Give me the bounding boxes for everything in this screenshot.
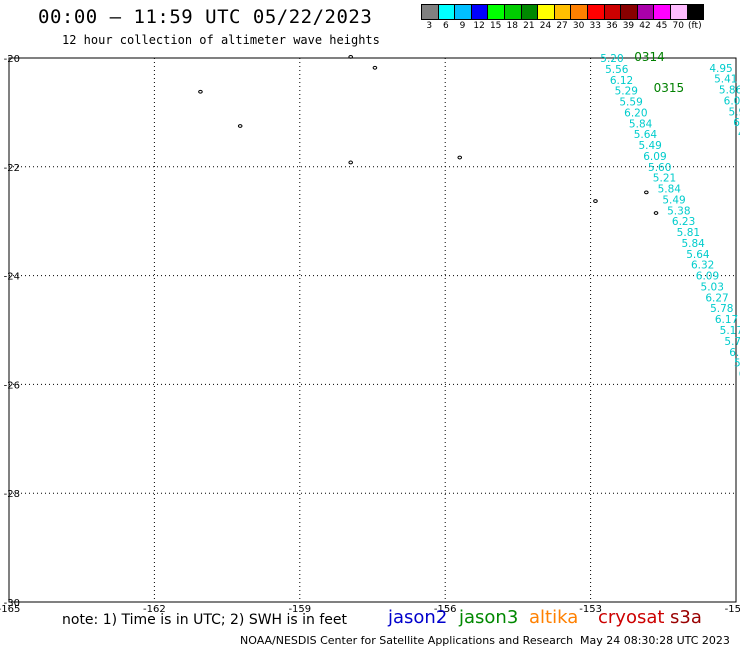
x-tick-label: -162	[143, 604, 166, 615]
legend-label: 42	[639, 21, 651, 31]
island-outline	[237, 124, 243, 128]
wave-height-value: 5.64	[686, 249, 710, 261]
wave-height-value: 5.64	[634, 129, 658, 141]
map-frame	[8, 57, 737, 603]
wave-height-value: 5.20	[600, 53, 623, 65]
x-tick-label: -156	[434, 604, 457, 615]
wave-height-value: 6.17	[715, 314, 738, 326]
legend-label: 9	[459, 21, 466, 31]
wave-height-value: 6.09	[643, 151, 666, 163]
y-tick-label: -22	[4, 163, 20, 174]
wave-height-value: 6.09	[696, 271, 719, 283]
y-tick-label: -24	[4, 272, 20, 283]
legend-label: 70	[672, 21, 684, 31]
footer-note: note: 1) Time is in UTC; 2) SWH is in fe…	[62, 612, 348, 628]
wave-height-value: 5.60	[648, 162, 671, 174]
legend-label: 45	[655, 21, 668, 31]
wave-height-value: 5.90	[728, 106, 740, 118]
wave-height-value: 5.56	[605, 64, 629, 76]
satellite-name: s3a	[670, 607, 702, 628]
wave-height-value: 6.12	[610, 75, 633, 87]
y-tick-label: -30	[4, 598, 20, 609]
wave-height-value: 6.32	[739, 369, 740, 381]
wave-height-value: 5.84	[658, 184, 682, 196]
wave-height-value: 6.01	[724, 95, 740, 107]
legend-label: 33	[589, 21, 601, 31]
wave-height-value: 5.49	[662, 194, 685, 206]
wave-height-value: 4.95	[709, 63, 732, 75]
x-tick-label: -150	[725, 604, 740, 615]
wave-height-value: 5.29	[615, 86, 638, 98]
legend-label: 30	[572, 21, 585, 31]
wave-height-value: 5.41	[714, 74, 737, 86]
legend-label: 3	[426, 21, 433, 31]
island-outline	[457, 155, 463, 160]
wave-height-value: 5.59	[734, 358, 740, 370]
page-subtitle: 12 hour collection of altimeter wave hei…	[62, 33, 380, 47]
wave-height-value: 5.78	[710, 303, 733, 315]
legend-label: 24	[539, 21, 552, 31]
legend-label: 18	[506, 21, 518, 31]
island-outline	[198, 89, 203, 94]
wave-height-value: 5.17	[720, 325, 740, 337]
legend-label: 36	[606, 21, 618, 31]
wave-height-value: 5.86	[719, 85, 740, 97]
wave-height-value: 6.23	[672, 216, 695, 228]
y-tick-label: -28	[4, 489, 20, 500]
track-values-group: 5.205.566.125.295.596.205.845.645.496.09…	[600, 50, 740, 381]
satellite-name: jason3	[459, 607, 519, 628]
color-legend: 3 6 9 12 15 18 21 24 27 30 33 36 39 42 45 70 (ft)	[421, 4, 705, 31]
legend-label: 39	[622, 21, 635, 31]
island-outline	[348, 160, 353, 165]
wave-height-value: 6.20	[624, 107, 647, 119]
wave-height-value: 5.84	[629, 118, 653, 130]
wave-height-value: 5.21	[653, 173, 676, 185]
legend-label: 12	[473, 21, 485, 31]
island-outline	[593, 199, 598, 203]
wave-height-value: 6.30	[729, 347, 740, 359]
island-outline	[372, 65, 378, 70]
page-title: 00:00 – 11:59 UTC 05/22/2023	[38, 6, 373, 28]
wave-height-value: 5.59	[619, 97, 642, 109]
island-outline	[653, 211, 659, 215]
legend-label: 15	[489, 21, 502, 31]
legend-swatch	[686, 4, 705, 20]
y-tick-label: -26	[4, 380, 20, 391]
wave-height-value: 6.32	[691, 260, 714, 272]
wave-height-value: 5.84	[681, 238, 705, 250]
satellite-name: cryosat	[598, 607, 665, 628]
legend-label: 21	[523, 21, 535, 31]
wave-height-value: 5.76	[724, 336, 740, 348]
legend-labels: 3 6 9 12 15 18 21 24 27 30 33 36 39 42 45 70 (ft)	[421, 21, 703, 31]
footer-timestamp: May 24 08:30:28 UTC 2023	[580, 634, 730, 647]
wave-height-value: 5.49	[638, 140, 661, 152]
satellite-name: jason2	[388, 607, 448, 628]
x-tick-label: -165	[0, 604, 20, 615]
footer-credit: NOAA/NESDIS Center for Satellite Applica…	[240, 634, 574, 647]
wave-height-value: 6.25	[733, 117, 740, 129]
x-tick-label: -159	[288, 604, 311, 615]
wave-height-value: 5.03	[701, 281, 724, 293]
island-outline	[644, 190, 649, 195]
satellite-name: altika	[529, 607, 579, 628]
wave-height-value: 4.32	[738, 128, 740, 140]
legend-label: 27	[556, 21, 568, 31]
wave-height-value: 5.38	[667, 205, 690, 217]
pass-time-label: 0315	[654, 81, 685, 95]
x-tick-label: -153	[579, 604, 602, 615]
legend-label: 6	[443, 21, 449, 31]
legend-unit: (ft)	[688, 21, 702, 31]
legend-color-bar	[421, 4, 705, 20]
wave-height-value: 6.27	[705, 292, 728, 304]
wave-height-value: 5.81	[677, 227, 700, 239]
y-tick-label: -20	[4, 54, 20, 65]
pass-time-label: 0314	[634, 50, 665, 64]
island-outline	[348, 55, 353, 59]
